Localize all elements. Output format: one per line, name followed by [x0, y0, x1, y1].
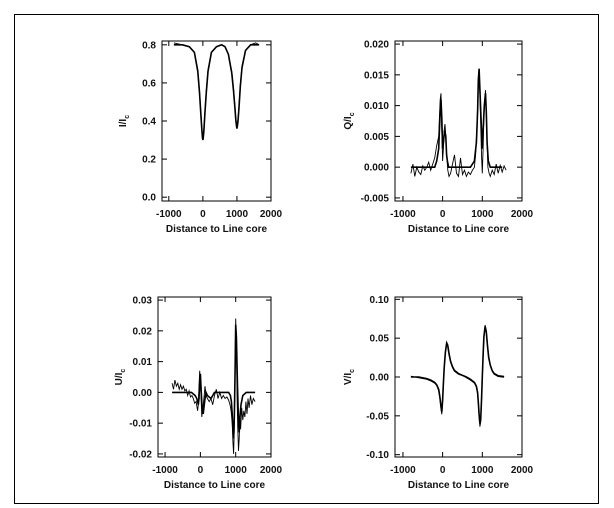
y-axis-label-main: U/I: [114, 372, 125, 385]
x-tick-label: 1000: [225, 465, 248, 476]
series-line-1: [172, 324, 256, 439]
y-tick-label: 0.0: [142, 193, 156, 204]
x-tick-label: 2000: [511, 209, 534, 220]
series-line-2: [171, 318, 256, 454]
y-axis-label-subscript: c: [349, 112, 356, 116]
y-tick-label: 0.02: [133, 326, 153, 337]
panel-U: -0.02 -0.01 0.00 0.01 0.02 0.03 -1000 0 1000 2000…: [114, 296, 283, 491]
y-tick-label: 0.010: [364, 101, 389, 112]
x-axis-label: Distance to Line core: [166, 224, 268, 235]
x-axis-label: Distance to Line core: [408, 224, 510, 235]
y-axis-label-main: V/I: [343, 373, 354, 385]
x-tick-label: 2000: [260, 465, 283, 476]
y-tick-label: 0.00: [370, 373, 390, 384]
y-tick-label: -0.005: [361, 193, 390, 204]
x-axis-label: Distance to Line core: [164, 480, 266, 491]
y-tick-label: 0.05: [370, 334, 390, 345]
y-tick-label: 0.8: [142, 40, 156, 51]
y-tick-label: 0.00: [133, 388, 153, 399]
plot-box: [161, 40, 272, 202]
plot-box: [157, 296, 272, 458]
y-axis-label-main: I/I: [118, 119, 129, 128]
y-axis-label: V/Ic: [343, 369, 356, 385]
x-tick-label: 2000: [511, 465, 534, 476]
series-line-2: [410, 324, 505, 427]
y-tick-label: 0.6: [142, 78, 156, 89]
y-tick-label: -0.10: [366, 450, 389, 461]
y-tick-label: 0.10: [370, 295, 390, 306]
x-axis-label: Distance to Line core: [408, 480, 510, 491]
x-tick-label: 0: [440, 465, 446, 476]
x-tick-label: 0: [198, 465, 204, 476]
panel-V: -0.10 -0.05 0.00 0.05 0.10 -1000 0 1000 2000Dist…: [343, 295, 534, 491]
series-line-2: [173, 42, 260, 139]
y-tick-label: 0.03: [133, 296, 153, 307]
y-tick-label: -0.02: [129, 449, 152, 460]
series-line-2: [410, 71, 507, 178]
y-tick-label: 0.2: [142, 155, 156, 166]
y-axis-label: Q/Ic: [343, 112, 356, 129]
y-tick-label: 0.015: [364, 70, 389, 81]
figure-frame: [14, 14, 599, 504]
y-tick-label: 0.020: [364, 40, 389, 51]
y-axis-label-subscript: c: [124, 115, 131, 119]
y-axis-label: I/Ic: [118, 115, 131, 127]
series-line-1: [173, 43, 260, 141]
x-tick-label: 0: [200, 209, 206, 220]
x-tick-label: -1000: [390, 465, 416, 476]
y-tick-label: 0.005: [364, 132, 389, 143]
x-tick-label: 1000: [226, 209, 249, 220]
x-tick-label: -1000: [152, 465, 178, 476]
panel-Q: -0.005 0.000 0.005 0.010 0.015 0.020 -1000 0 100…: [343, 40, 534, 235]
y-tick-label: 0.000: [364, 163, 389, 174]
plot-box: [394, 40, 523, 202]
panel-I: 0.0 0.2 0.4 0.6 0.8 -1000 0 1000 2000 Distance to…: [118, 40, 283, 235]
x-tick-label: 0: [440, 209, 446, 220]
x-tick-label: -1000: [390, 209, 416, 220]
y-tick-label: 0.01: [133, 357, 153, 368]
y-tick-label: -0.05: [366, 411, 389, 422]
series-line-1: [410, 68, 503, 168]
series-line-1: [410, 326, 505, 424]
y-axis-label: U/Ic: [114, 369, 127, 386]
y-axis-label-subscript: c: [120, 369, 127, 373]
y-tick-label: -0.01: [129, 419, 152, 430]
x-tick-label: -1000: [156, 209, 182, 220]
x-tick-label: 1000: [471, 209, 494, 220]
x-tick-label: 2000: [260, 209, 283, 220]
y-tick-label: 0.4: [142, 117, 156, 128]
y-axis-label-subscript: c: [349, 369, 356, 373]
y-axis-label-main: Q/I: [343, 116, 354, 130]
x-tick-label: 1000: [471, 465, 494, 476]
